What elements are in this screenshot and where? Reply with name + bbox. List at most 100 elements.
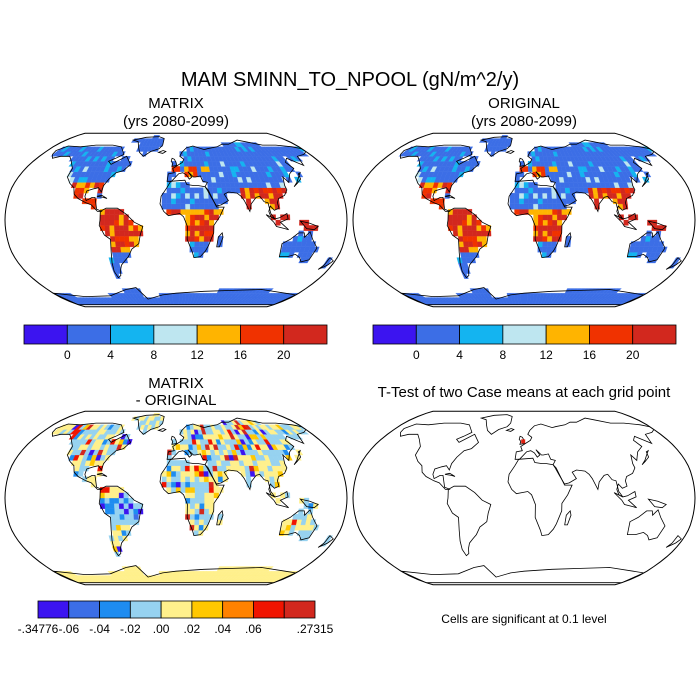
matrix-cell [275, 219, 281, 226]
ttest-significant-cell [521, 439, 526, 444]
matrix-cell [190, 219, 196, 226]
matrix-coast-newzealand [317, 256, 334, 270]
difference-cell [185, 476, 191, 483]
difference-cell [175, 470, 181, 477]
ttest-map [352, 410, 696, 586]
original-cell [528, 198, 534, 205]
difference-cell [169, 575, 174, 580]
difference-cell [180, 481, 186, 488]
matrix-cell [109, 219, 115, 226]
original-map [352, 132, 696, 308]
matrix-cell [114, 235, 121, 242]
original-cell [533, 203, 539, 210]
difference-cell [198, 465, 204, 472]
difference-cell [194, 519, 200, 526]
original-cell [547, 230, 553, 237]
difference-cell [211, 460, 218, 466]
original-cell [538, 214, 544, 221]
matrix-cell [308, 225, 314, 231]
original-cell [542, 241, 548, 248]
colorbar-difference-label: .04 [214, 622, 231, 636]
original-cell [542, 246, 548, 253]
matrix-cell [175, 203, 181, 210]
original-cell [612, 198, 619, 205]
matrix-cell [194, 187, 200, 194]
colorbar-original-label: 12 [539, 348, 553, 362]
difference-cell [110, 519, 117, 526]
original-cell [527, 166, 533, 172]
colorbar-difference-box [191, 600, 224, 619]
matrix-cell [166, 192, 172, 199]
original-cell [519, 187, 525, 194]
ttest-coast-namerica [399, 422, 479, 490]
original-cell [546, 241, 553, 248]
original-cell [457, 230, 464, 237]
difference-cell [104, 508, 111, 515]
original-cell [528, 187, 534, 194]
matrix-frame [4, 132, 348, 308]
original-cell [458, 241, 465, 248]
original-cell [528, 203, 534, 210]
difference-cell [207, 460, 213, 466]
colorbar-difference-box [37, 600, 70, 619]
difference-cell [204, 487, 210, 493]
matrix-cell [114, 214, 120, 221]
original-coast-japan [641, 171, 650, 187]
original-cell [527, 293, 531, 298]
matrix-cell [104, 214, 110, 221]
difference-cell [185, 470, 191, 477]
original-cell [537, 230, 544, 237]
matrix-cell [109, 225, 115, 231]
matrix-cell [124, 235, 130, 242]
colorbar-original: 0 4 8 12 16 20 [372, 324, 677, 362]
original-cell [555, 182, 561, 188]
matrix-cell [183, 161, 189, 167]
matrix-coast-japan [293, 171, 302, 187]
original-cell [514, 203, 520, 210]
original-cell [537, 192, 543, 199]
difference-cell [180, 487, 186, 493]
difference-cell [194, 524, 200, 531]
original-cell [476, 235, 483, 242]
difference-cell [308, 503, 314, 509]
colorbar-difference-box [222, 600, 254, 619]
matrix-cell [171, 198, 177, 205]
original-title: ORIGINAL [488, 95, 560, 112]
colorbar-difference-box [99, 600, 131, 619]
matrix-cell [123, 230, 130, 237]
matrix-cell [185, 198, 191, 205]
matrix-coast-indonesia [265, 212, 289, 231]
original-cell [623, 219, 629, 226]
original-cell [523, 293, 528, 298]
difference-cell [114, 513, 121, 520]
matrix-cell [204, 230, 210, 237]
matrix-cell [199, 214, 205, 221]
original-cell [551, 192, 557, 199]
original-cell [519, 182, 525, 188]
original-cells [398, 135, 681, 305]
matrix-cell [90, 203, 97, 210]
difference-cell [194, 476, 200, 483]
original-cell [542, 187, 548, 194]
matrix-cell [194, 209, 200, 215]
matrix-cell [118, 214, 124, 221]
matrix-cell [209, 214, 215, 221]
matrix-cell [175, 301, 180, 305]
ttest-coast-samerica [446, 485, 492, 557]
difference-cell [217, 470, 223, 477]
original-cell [523, 192, 529, 199]
original-cell [542, 230, 548, 237]
matrix-cell [194, 203, 200, 210]
matrix-cell [189, 187, 195, 194]
difference-cell [128, 513, 135, 520]
colorbar-matrix-box [283, 324, 328, 345]
ttest-coast-eurasia [514, 417, 655, 498]
difference-cell [188, 444, 194, 450]
difference-cell [123, 508, 130, 515]
original-coast-africa [507, 179, 573, 259]
original-cell [476, 230, 482, 237]
difference-coast-namerica [51, 422, 131, 490]
original-cell [535, 161, 541, 167]
colorbar-matrix-label: 20 [277, 348, 291, 362]
